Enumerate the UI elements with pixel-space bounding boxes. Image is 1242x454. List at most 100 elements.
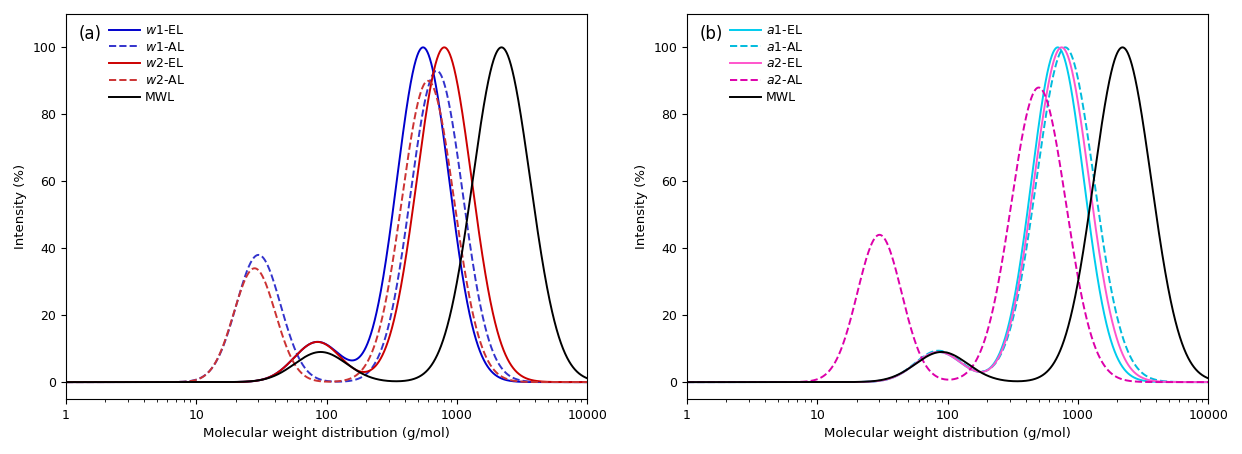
$a$1-EL <box>1051 44 1066 50</box>
$w$2-EL <box>258 376 273 381</box>
$w$2-EL <box>281 360 296 366</box>
$a$2-AL <box>1134 379 1149 385</box>
MWL <box>118 380 133 385</box>
$a$1-AL <box>739 380 754 385</box>
Line: $a$1-EL: $a$1-EL <box>687 47 1208 382</box>
$a$2-EL <box>902 365 917 371</box>
Text: (a): (a) <box>79 25 102 44</box>
$a$2-AL <box>739 380 754 385</box>
$w$2-EL <box>580 380 595 385</box>
$a$2-AL <box>902 321 917 326</box>
Line: MWL: MWL <box>66 47 587 382</box>
Line: $w$2-EL: $w$2-EL <box>66 47 587 382</box>
MWL <box>1115 44 1130 50</box>
$a$2-EL <box>679 380 694 385</box>
MWL <box>770 380 785 385</box>
X-axis label: Molecular weight distribution (g/mol): Molecular weight distribution (g/mol) <box>204 427 450 440</box>
$w$1-AL <box>281 329 296 334</box>
$a$2-AL <box>1031 85 1046 90</box>
Line: $w$1-AL: $w$1-AL <box>66 71 587 382</box>
$a$1-AL <box>879 376 894 382</box>
$a$2-EL <box>1054 44 1069 50</box>
Line: MWL: MWL <box>687 47 1208 382</box>
$w$2-AL <box>421 78 436 84</box>
$a$2-EL <box>879 377 894 382</box>
$w$2-EL <box>570 380 585 385</box>
$w$2-AL <box>58 380 73 385</box>
$a$1-AL <box>679 380 694 385</box>
MWL <box>570 369 585 375</box>
$w$2-AL <box>118 380 133 385</box>
$a$2-EL <box>1191 380 1206 385</box>
$a$2-AL <box>879 240 894 246</box>
$w$2-EL <box>149 380 164 385</box>
$w$2-EL <box>58 380 73 385</box>
$w$1-EL <box>281 360 296 366</box>
MWL <box>494 44 509 50</box>
$a$1-AL <box>770 380 785 385</box>
$a$2-EL <box>770 380 785 385</box>
$w$1-EL <box>513 379 528 385</box>
$a$2-EL <box>1201 380 1216 385</box>
$a$2-EL <box>1134 375 1149 380</box>
$w$2-EL <box>118 380 133 385</box>
$a$1-AL <box>1191 380 1206 385</box>
$a$1-EL <box>1191 380 1206 385</box>
$w$1-AL <box>118 380 133 385</box>
MWL <box>258 376 273 381</box>
$w$1-AL <box>580 380 595 385</box>
$w$2-AL <box>570 380 585 385</box>
$a$1-EL <box>1134 378 1149 383</box>
$w$1-AL <box>58 380 73 385</box>
MWL <box>1134 114 1149 119</box>
Line: $a$2-EL: $a$2-EL <box>687 47 1208 382</box>
$w$1-EL <box>149 380 164 385</box>
MWL <box>513 114 528 119</box>
$a$2-AL <box>679 380 694 385</box>
$w$1-EL <box>118 380 133 385</box>
Y-axis label: Intensity (%): Intensity (%) <box>14 164 27 249</box>
$a$1-EL <box>739 380 754 385</box>
Y-axis label: Intensity (%): Intensity (%) <box>635 164 648 249</box>
$w$1-AL <box>570 380 585 385</box>
$w$2-EL <box>437 44 452 50</box>
MWL <box>1201 375 1216 381</box>
$w$2-EL <box>513 373 528 378</box>
$w$2-AL <box>258 281 273 286</box>
MWL <box>679 380 694 385</box>
$w$1-EL <box>58 380 73 385</box>
$w$1-AL <box>149 380 164 385</box>
$w$1-EL <box>580 380 595 385</box>
$w$1-AL <box>513 378 528 383</box>
$a$1-EL <box>679 380 694 385</box>
MWL <box>149 380 164 385</box>
Line: $a$2-AL: $a$2-AL <box>687 88 1208 382</box>
$a$1-AL <box>1134 370 1149 375</box>
Text: (b): (b) <box>700 25 723 44</box>
$w$2-AL <box>580 380 595 385</box>
$w$1-EL <box>416 44 431 50</box>
$w$2-AL <box>281 349 296 355</box>
$w$2-AL <box>149 380 164 385</box>
MWL <box>879 376 894 381</box>
Line: $a$1-AL: $a$1-AL <box>687 47 1208 382</box>
$a$1-AL <box>1058 44 1073 50</box>
$w$1-EL <box>258 376 273 381</box>
$a$2-AL <box>1191 380 1206 385</box>
$a$2-AL <box>1201 380 1216 385</box>
MWL <box>281 365 296 371</box>
MWL <box>739 380 754 385</box>
MWL <box>580 375 595 381</box>
MWL <box>58 380 73 385</box>
$w$2-AL <box>513 379 528 384</box>
$a$1-AL <box>902 365 917 370</box>
Line: $w$1-EL: $w$1-EL <box>66 47 587 382</box>
X-axis label: Molecular weight distribution (g/mol): Molecular weight distribution (g/mol) <box>825 427 1071 440</box>
$a$1-EL <box>770 380 785 385</box>
Line: $w$2-AL: $w$2-AL <box>66 81 587 382</box>
$a$1-EL <box>902 365 917 371</box>
MWL <box>902 365 917 371</box>
$a$1-EL <box>879 377 894 382</box>
MWL <box>1191 369 1206 375</box>
Legend: $a$1-EL, $a$1-AL, $a$2-EL, $a$2-AL, MWL: $a$1-EL, $a$1-AL, $a$2-EL, $a$2-AL, MWL <box>730 24 804 104</box>
